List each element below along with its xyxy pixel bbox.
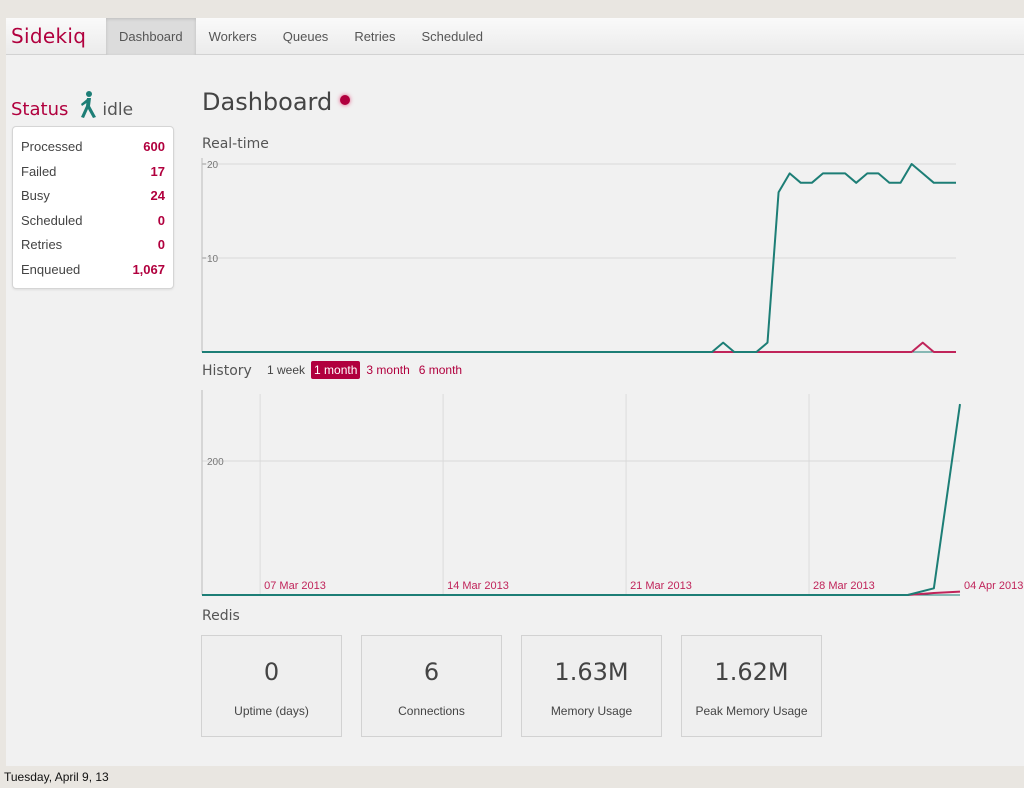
- redis-stat-value: 0: [263, 658, 280, 686]
- tab-retries[interactable]: Retries: [354, 29, 396, 44]
- tab-dashboard[interactable]: Dashboard: [106, 18, 196, 55]
- page-title-text: Dashboard: [202, 88, 333, 116]
- brand-logo[interactable]: Sidekiq: [11, 24, 87, 48]
- summary-box: Processed 600 Failed 17 Busy 24 Schedule…: [12, 126, 174, 289]
- status-label: Status: [11, 99, 69, 120]
- x-tick-label: 04 Apr 2013: [964, 580, 1023, 592]
- slide-footer-date: Tuesday, April 9, 13: [4, 770, 109, 784]
- range-1-week[interactable]: 1 week: [267, 363, 306, 377]
- tab-queues[interactable]: Queues: [282, 29, 329, 44]
- slide: Sidekiq Dashboard Workers Queues Retries…: [6, 18, 1024, 766]
- status-value: idle: [102, 100, 134, 120]
- summary-label: Busy: [21, 188, 50, 203]
- summary-row-enqueued[interactable]: Enqueued 1,067: [21, 258, 165, 283]
- status-heading: Status idle: [11, 90, 133, 120]
- tab-scheduled[interactable]: Scheduled: [421, 29, 483, 44]
- x-tick-label: 14 Mar 2013: [447, 580, 509, 592]
- summary-value: 600: [143, 139, 165, 154]
- summary-row-processed[interactable]: Processed 600: [21, 135, 165, 160]
- redis-stat-label: Uptime (days): [234, 704, 309, 718]
- x-tick-label: 28 Mar 2013: [813, 580, 875, 592]
- summary-label: Processed: [21, 139, 83, 154]
- series-processed-line: [202, 403, 961, 596]
- summary-row-failed[interactable]: Failed 17: [21, 160, 165, 185]
- summary-value: 17: [150, 163, 165, 179]
- y-tick-label: 10: [207, 254, 219, 265]
- redis-stat-value: 1.62M: [714, 658, 789, 686]
- x-tick-label: 07 Mar 2013: [264, 580, 326, 592]
- redis-card-memory: 1.63M Memory Usage: [521, 635, 662, 737]
- page-title: Dashboard: [202, 88, 351, 116]
- summary-value: 0: [157, 212, 165, 228]
- series-processed-line: [202, 163, 956, 353]
- summary-label: Enqueued: [21, 261, 81, 277]
- redis-card-uptime: 0 Uptime (days): [201, 635, 342, 737]
- kiq-figure-icon: [81, 91, 97, 118]
- summary-label: Retries: [21, 237, 63, 252]
- summary-row-scheduled[interactable]: Scheduled 0: [21, 209, 165, 234]
- summary-row-busy[interactable]: Busy 24: [21, 184, 165, 209]
- summary-label: Failed: [21, 163, 57, 179]
- x-tick-label: 21 Mar 2013: [630, 580, 692, 592]
- navbar: Sidekiq Dashboard Workers Queues Retries…: [6, 18, 1024, 55]
- range-1-month[interactable]: 1 month: [311, 361, 361, 379]
- redis-stats: 0 Uptime (days) 6 Connections 1.63M Memo…: [201, 635, 822, 737]
- redis-stat-label: Connections: [398, 704, 465, 718]
- redis-stat-value: 6: [423, 658, 440, 686]
- summary-value: 1,067: [132, 261, 165, 277]
- y-tick-label: 200: [207, 457, 224, 468]
- redis-stat-label: Peak Memory Usage: [695, 704, 808, 718]
- nav-tabs: Dashboard Workers Queues Retries Schedul…: [106, 18, 496, 55]
- redis-stat-label: Memory Usage: [550, 704, 633, 718]
- range-3-month[interactable]: 3 month: [366, 363, 410, 377]
- history-title: History: [202, 363, 252, 379]
- redis-card-peak-memory: 1.62M Peak Memory Usage: [681, 635, 822, 737]
- history-chart: 200 07 Mar 2013 14 Mar 2013 21 Mar 2013 28 M…: [201, 390, 1023, 596]
- live-poll-indicator[interactable]: [340, 95, 351, 105]
- redis-title: Redis: [202, 608, 240, 624]
- realtime-title: Real-time: [202, 136, 269, 152]
- summary-value: 24: [150, 188, 165, 203]
- tab-workers[interactable]: Workers: [208, 29, 257, 44]
- y-tick-label: 20: [207, 160, 219, 171]
- range-6-month[interactable]: 6 month: [418, 363, 463, 377]
- series-failed-line: [202, 341, 956, 353]
- summary-row-retries[interactable]: Retries 0: [21, 233, 165, 258]
- redis-stat-value: 1.63M: [554, 658, 629, 686]
- history-range-selector: 1 week 1 month 3 month 6 month: [264, 361, 465, 379]
- realtime-chart: 10 20: [201, 158, 956, 353]
- redis-card-connections: 6 Connections: [361, 635, 502, 737]
- summary-value: 0: [157, 237, 165, 252]
- summary-label: Scheduled: [21, 212, 83, 228]
